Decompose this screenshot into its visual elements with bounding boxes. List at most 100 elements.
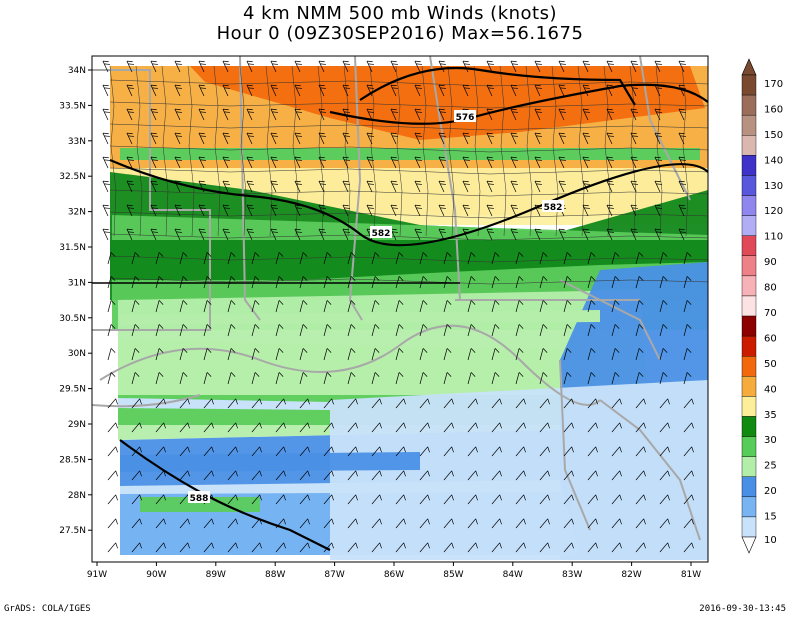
- wind-barb: [203, 518, 214, 529]
- wind-barb: [102, 132, 111, 145]
- wind-barb: [515, 324, 524, 337]
- shade-stripe: [120, 480, 560, 494]
- colorbar-level-label: 60: [764, 333, 777, 344]
- wind-barb: [347, 276, 356, 289]
- wind-barb: [630, 156, 639, 169]
- wind-barb: [251, 372, 260, 385]
- wind-barb: [491, 518, 502, 529]
- wind-barb: [563, 372, 572, 385]
- wind-barb: [510, 132, 519, 145]
- wind-barb: [587, 276, 596, 289]
- wind-barb: [419, 470, 430, 481]
- wind-barb: [107, 422, 118, 433]
- wind-barb: [414, 132, 423, 145]
- wind-barb: [414, 108, 423, 121]
- wind-barb: [491, 422, 502, 433]
- wind-barb: [515, 348, 524, 361]
- contour-label: 582: [542, 200, 564, 213]
- wind-barb: [179, 372, 188, 385]
- wind-barb: [582, 84, 591, 97]
- lat-label: 28.5N: [59, 455, 86, 465]
- wind-barb: [659, 252, 668, 265]
- height-contour: [109, 158, 708, 247]
- wind-barb: [294, 180, 303, 193]
- wind-barb: [678, 60, 687, 73]
- wind-barb: [515, 422, 526, 433]
- colorbar-level-label: 80: [764, 283, 777, 294]
- wind-barb: [419, 422, 430, 433]
- wind-barb: [366, 180, 375, 193]
- wind-barb: [635, 398, 646, 409]
- wind-barb: [563, 494, 574, 505]
- wind-speed-shading: [92, 56, 708, 562]
- wind-barb: [155, 372, 164, 385]
- wind-barb: [563, 446, 574, 457]
- state-borders: [92, 56, 708, 541]
- wind-barb: [683, 372, 692, 385]
- wind-barb: [486, 84, 495, 97]
- wind-barb: [318, 228, 327, 241]
- wind-barb: [131, 324, 140, 337]
- wind-barb: [198, 156, 207, 169]
- wind-barb: [467, 446, 478, 457]
- wind-barb: [203, 422, 214, 433]
- wind-barb: [611, 518, 622, 529]
- wind-barb: [491, 446, 502, 457]
- wind-barb: [294, 108, 303, 121]
- wind-barb: [318, 60, 327, 73]
- wind-barb: [678, 180, 687, 193]
- wind-barb: [419, 324, 428, 337]
- wind-barb: [347, 372, 356, 385]
- wind-barb: [299, 470, 310, 481]
- wind-barb: [227, 300, 236, 313]
- wind-barb: [515, 542, 526, 553]
- wind-barb: [635, 542, 646, 553]
- wind-barb: [155, 300, 164, 313]
- wind-barb: [563, 518, 574, 529]
- wind-barb: [347, 324, 356, 337]
- colorbar-swatch: [741, 356, 757, 377]
- county-line: [603, 65, 611, 237]
- wind-barb: [366, 132, 375, 145]
- wind-barb: [582, 108, 591, 121]
- wind-barb: [246, 204, 255, 217]
- wind-barb: [611, 372, 620, 385]
- lon-label: 88W: [265, 570, 285, 580]
- wind-barb: [467, 348, 476, 361]
- wind-barb: [371, 324, 380, 337]
- wind-barb: [203, 324, 212, 337]
- wind-barb: [606, 132, 615, 145]
- footer-timestamp: 2016-09-30-13:45: [699, 604, 786, 614]
- wind-barb: [654, 228, 663, 241]
- wind-barb: [467, 276, 476, 289]
- wind-barb: [395, 348, 404, 361]
- wind-barb: [155, 276, 164, 289]
- wind-barb: [467, 372, 476, 385]
- colorbar-level-label: 30: [764, 435, 777, 446]
- lon-label: 91W: [87, 570, 107, 580]
- wind-barb: [131, 470, 142, 481]
- wind-barb: [251, 422, 262, 433]
- lon-label: 89W: [206, 570, 226, 580]
- colorbar-level-label: 120: [764, 206, 783, 217]
- lat-label: 32.5N: [59, 172, 86, 182]
- wind-barb: [414, 204, 423, 217]
- wind-barb: [606, 60, 615, 73]
- county-line: [135, 65, 143, 237]
- wind-barb: [174, 60, 183, 73]
- wind-barb: [486, 228, 495, 241]
- wind-barb: [587, 494, 598, 505]
- wind-barb: [635, 470, 646, 481]
- contour-label: 582: [370, 226, 392, 239]
- wind-barb: [150, 108, 159, 121]
- wind-barb: [419, 446, 430, 457]
- wind-barb: [659, 300, 668, 313]
- wind-barb: [467, 252, 476, 265]
- wind-barb: [539, 422, 550, 433]
- wind-barb: [539, 324, 548, 337]
- wind-barb: [683, 446, 694, 457]
- wind-barb: [318, 204, 327, 217]
- wind-barb: [371, 470, 382, 481]
- wind-barb: [443, 470, 454, 481]
- wind-barb: [395, 324, 404, 337]
